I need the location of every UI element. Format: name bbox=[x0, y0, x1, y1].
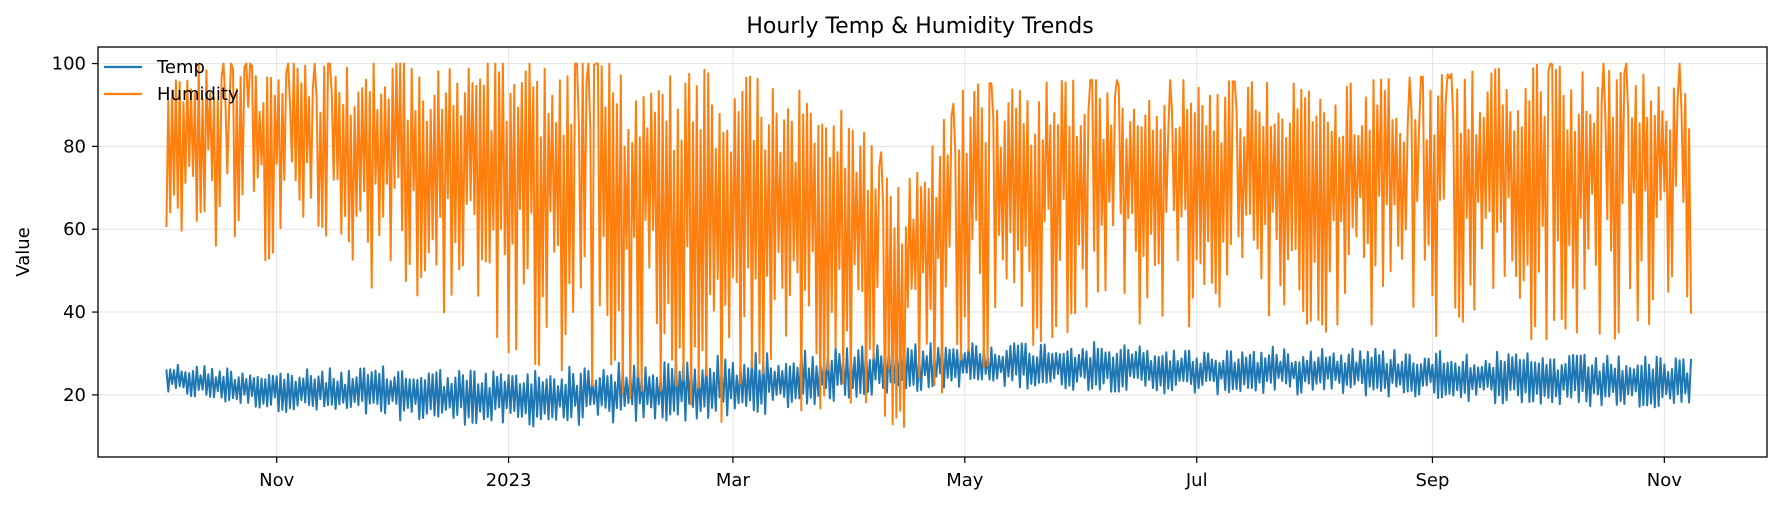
plot-frame bbox=[97, 46, 1768, 458]
legend-item-temp: Temp bbox=[104, 57, 205, 78]
x-tick-label: Jul bbox=[1185, 470, 1208, 491]
y-tick-label: 80 bbox=[63, 136, 86, 157]
x-tick-label: 2023 bbox=[486, 470, 532, 491]
x-tick-label: Nov bbox=[259, 470, 294, 491]
x-tick-label: May bbox=[946, 470, 984, 491]
y-tick-label: 60 bbox=[63, 219, 86, 240]
legend: Temp Humidity bbox=[104, 57, 239, 105]
x-tick-label: Mar bbox=[716, 470, 751, 491]
x-tick-label: Nov bbox=[1647, 470, 1682, 491]
legend-label: Temp bbox=[156, 57, 205, 78]
x-tick-label: Sep bbox=[1415, 470, 1449, 491]
y-tick-label: 100 bbox=[52, 54, 86, 75]
chart-title: Hourly Temp & Humidity Trends bbox=[746, 14, 1093, 39]
legend-item-humidity: Humidity bbox=[104, 84, 239, 105]
x-axis: Nov 2023 Mar May Jul Sep Nov bbox=[259, 457, 1682, 491]
y-axis: 20 40 60 80 100 bbox=[52, 54, 98, 406]
y-tick-label: 20 bbox=[63, 385, 86, 406]
y-axis-label: Value bbox=[13, 227, 34, 276]
y-tick-label: 40 bbox=[63, 302, 86, 323]
series-line-temp bbox=[165, 341, 1692, 428]
series-layer bbox=[165, 62, 1692, 428]
legend-label: Humidity bbox=[157, 84, 239, 105]
series-line-humidity bbox=[165, 62, 1692, 428]
